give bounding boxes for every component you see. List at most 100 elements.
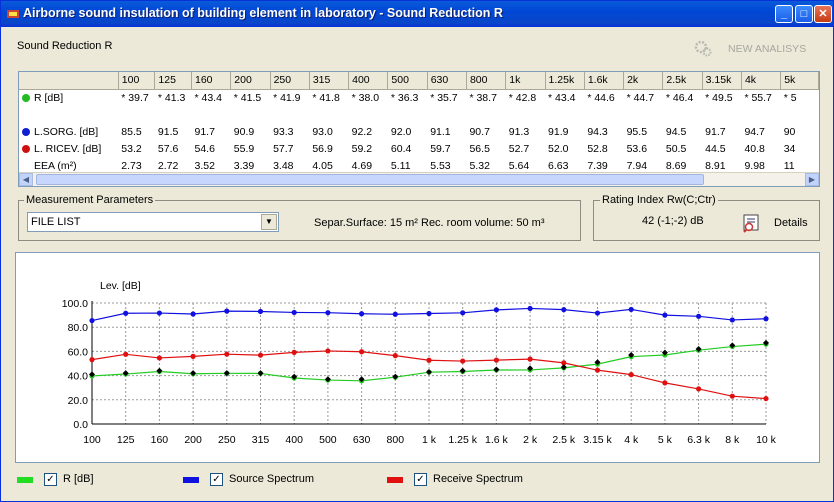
r-marker-point <box>459 367 466 374</box>
minimize-button[interactable]: _ <box>775 5 793 23</box>
table-cell: * 41.5 <box>233 91 262 104</box>
data-point <box>392 353 398 359</box>
r-marker-point <box>426 368 432 375</box>
scroll-thumb[interactable] <box>36 174 704 185</box>
frequency-header[interactable]: 500 <box>387 72 428 90</box>
spectrum-chart: Lev. [dB] 0.0 20.0 40.0 60.0 80.0 100.0 100 125 1… <box>15 252 820 463</box>
table-cell <box>545 106 584 123</box>
frequency-header[interactable]: 125 <box>154 72 192 90</box>
series-dot-icon <box>22 93 30 102</box>
frequency-header[interactable]: 4k <box>741 72 782 90</box>
data-point <box>729 317 735 323</box>
table-cell <box>349 106 388 123</box>
table-cell: 91.1 <box>430 125 451 138</box>
title-bar[interactable]: Airborne sound insulation of building el… <box>1 1 833 27</box>
x-tick-label: 1.6 k <box>485 434 509 446</box>
frequency-header[interactable]: 800 <box>466 72 507 90</box>
table-cell: 7.39 <box>587 159 608 172</box>
table-cell: * 44.7 <box>626 91 655 104</box>
frequency-header[interactable]: 160 <box>191 72 232 90</box>
r-marker-point <box>257 370 264 377</box>
frequency-header[interactable]: 315 <box>309 72 350 90</box>
table-cell <box>118 106 155 123</box>
frequency-header[interactable]: 1.6k <box>584 72 625 90</box>
legend-checkbox[interactable]: ✓ <box>44 473 57 486</box>
frequency-header[interactable]: 3.15k <box>702 72 742 90</box>
legend-checkbox[interactable]: ✓ <box>414 473 427 486</box>
frequency-header[interactable]: 2.5k <box>662 72 703 90</box>
x-tick-label: 4 k <box>624 434 639 446</box>
r-marker-point <box>291 373 298 380</box>
frequency-header[interactable]: 250 <box>270 72 310 90</box>
frequency-header[interactable]: 100 <box>118 72 156 90</box>
table-cell: * 43.4 <box>194 91 222 104</box>
r-marker-point <box>527 365 534 372</box>
table-cell: 3.52 <box>194 159 215 172</box>
table-cell: 5.53 <box>430 159 451 172</box>
legend-label: R [dB] <box>63 473 94 485</box>
data-point <box>763 395 769 402</box>
table-row[interactable]: L. RICEV. [dB] 53.2 57.6 54.6 55.9 57.7 56.9 59… <box>19 140 819 157</box>
details-button[interactable]: Details <box>774 217 808 229</box>
horizontal-scrollbar[interactable]: ◀ ▶ <box>19 172 819 186</box>
table-cell: 4.05 <box>312 159 333 172</box>
table-cell: 91.9 <box>548 125 569 138</box>
data-point <box>359 311 365 317</box>
file-list-combo[interactable]: FILE LIST ▼ <box>27 212 279 232</box>
table-cell: 8.69 <box>665 159 687 172</box>
x-tick-label: 1 k <box>422 434 437 446</box>
maximize-button[interactable]: □ <box>795 5 813 23</box>
data-point <box>594 310 601 316</box>
table-row[interactable]: L.SORG. [dB] 85.5 91.5 91.7 90.9 93.3 93.0 92.2… <box>19 123 819 140</box>
table-cell: 54.6 <box>194 142 215 155</box>
details-icon[interactable] <box>741 213 761 233</box>
frequency-header[interactable]: 200 <box>230 72 271 90</box>
data-point <box>123 351 129 357</box>
row-label: L.SORG. [dB] <box>19 123 118 140</box>
table-cell: 57.7 <box>273 142 294 155</box>
table-row[interactable]: EEA (m²) 2.73 2.72 3.52 3.39 3.48 4.05 4.69 5.11… <box>19 157 819 174</box>
table-row[interactable]: R [dB] * 39.7 * 41.3 * 43.4 * 41.5 * 41.9 * 41… <box>19 89 819 106</box>
frequency-header[interactable]: 630 <box>427 72 467 90</box>
table-cell: 93.3 <box>273 125 294 138</box>
data-point <box>257 352 264 358</box>
frequency-header[interactable]: 1k <box>505 72 546 90</box>
x-tick-label: 250 <box>218 434 236 446</box>
r-marker-point <box>729 342 736 349</box>
frequency-header[interactable]: 400 <box>348 72 389 90</box>
table-cell: 59.2 <box>351 142 373 155</box>
legend-checkbox[interactable]: ✓ <box>210 473 223 486</box>
r-marker-point <box>358 376 365 383</box>
chevron-down-icon[interactable]: ▼ <box>261 214 277 230</box>
data-point <box>156 355 162 361</box>
row-label <box>19 106 118 123</box>
sound-reduction-table[interactable]: 100 125 160 200 250 315 400 500 630 800 1k 1.25k 1.6… <box>18 71 820 187</box>
table-row[interactable] <box>19 106 819 123</box>
table-cell <box>506 106 545 123</box>
combo-value: FILE LIST <box>31 216 81 228</box>
x-tick-label: 3.15 k <box>583 434 612 446</box>
close-button[interactable]: ✕ <box>814 5 832 23</box>
data-point <box>628 306 634 313</box>
legend-label: Receive Spectrum <box>433 473 523 485</box>
scroll-right-icon[interactable]: ▶ <box>805 173 819 186</box>
frequency-header[interactable]: 5k <box>780 72 819 90</box>
scroll-left-icon[interactable]: ◀ <box>19 173 33 186</box>
frequency-header[interactable]: 2k <box>623 72 664 90</box>
table-cell: 2.73 <box>121 159 142 172</box>
data-point <box>291 309 297 316</box>
data-point <box>493 357 499 363</box>
table-cell <box>309 106 348 123</box>
table-cell: * 35.7 <box>430 91 458 104</box>
r-marker-point <box>560 364 567 371</box>
x-tick-label: 1.25 k <box>448 434 477 446</box>
x-tick-label: 8 k <box>725 434 740 446</box>
table-cell <box>388 106 427 123</box>
rating-index-label: Rating Index Rw(C;Ctr) <box>600 194 718 206</box>
table-cell: 91.7 <box>705 125 726 138</box>
r-marker-point <box>628 352 635 359</box>
data-point <box>662 380 668 386</box>
table-cell: 8.91 <box>705 159 726 172</box>
frequency-header[interactable]: 1.25k <box>545 72 585 90</box>
table-cell: 55.9 <box>233 142 255 155</box>
